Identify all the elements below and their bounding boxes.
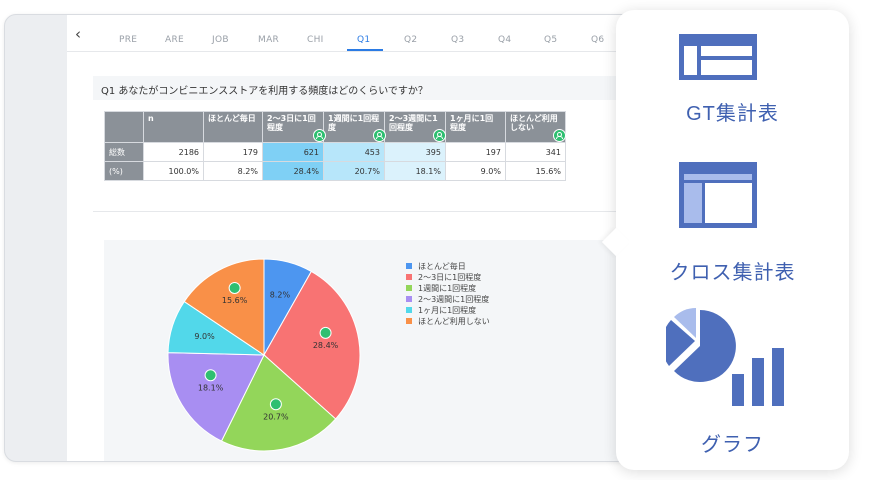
respondent-pin-icon[interactable] — [313, 129, 326, 142]
tab-mar[interactable]: MAR — [258, 35, 280, 45]
app-window: ‹ PRE ARE JOB MAR CHI Q1 Q2 Q3 Q4 Q5 Q6 … — [4, 14, 634, 462]
question-tab-bar: ‹ PRE ARE JOB MAR CHI Q1 Q2 Q3 Q4 Q5 Q6 — [67, 15, 633, 52]
tab-job[interactable]: JOB — [212, 35, 229, 45]
tab-q1[interactable]: Q1 — [357, 35, 371, 45]
tab-pre[interactable]: PRE — [119, 35, 138, 45]
pie-data-label: 20.7% — [263, 412, 289, 421]
respondent-pin-icon[interactable] — [228, 281, 241, 294]
table-corner-cell — [104, 111, 144, 143]
gt-table: n ほとんど毎日 2～3日に1回程度 1週間に1回程度 2～3週間に1回程度 1… — [104, 111, 566, 181]
table-cell: 20.7% — [323, 161, 385, 181]
table-cell: 18.1% — [384, 161, 446, 181]
legend-swatch — [406, 296, 412, 302]
legend-label: ほとんど利用しない — [418, 317, 490, 326]
column-header: 1ヶ月に1回程度 — [445, 111, 506, 143]
respondent-pin-icon[interactable] — [553, 129, 566, 142]
table-cell: 2186 — [143, 142, 204, 162]
respondent-pin-icon[interactable] — [204, 369, 217, 382]
respondent-pin-icon[interactable] — [269, 398, 282, 411]
legend-label: 2～3週間に1回程度 — [418, 295, 490, 304]
gt-table-icon[interactable] — [679, 34, 757, 80]
pie-data-label: 15.6% — [222, 296, 248, 305]
chart-legend: ほとんど毎日 2～3日に1回程度 1週間に1回程度 2～3週間に1回程度 1ヶ月に1回程… — [406, 261, 490, 327]
table-cell: 395 — [384, 142, 446, 162]
pie-data-label: 8.2% — [270, 291, 291, 300]
legend-label: 1週間に1回程度 — [418, 284, 477, 293]
pie-data-label: 28.4% — [313, 341, 339, 350]
respondent-pin-icon[interactable] — [319, 326, 332, 339]
pie-chart-panel: 8.2% 28.4% 20.7% 18.1% 9.0% 15.6% ほとんど毎日 2～3日に… — [104, 240, 633, 461]
row-header: (%) — [104, 161, 144, 181]
table-cell: 621 — [262, 142, 324, 162]
tab-q6[interactable]: Q6 — [591, 35, 605, 45]
tab-q4[interactable]: Q4 — [498, 35, 512, 45]
graph-icon[interactable] — [666, 308, 798, 408]
table-cell: 9.0% — [445, 161, 506, 181]
legend-label: 1ヶ月に1回程度 — [418, 306, 477, 315]
column-header: ほとんど毎日 — [203, 111, 263, 143]
pie-slice — [183, 258, 265, 356]
tab-q2[interactable]: Q2 — [404, 35, 418, 45]
respondent-pin-icon[interactable] — [433, 129, 446, 142]
legend-item: ほとんど毎日 — [406, 261, 490, 272]
tab-are[interactable]: ARE — [165, 35, 184, 45]
legend-item: ほとんど利用しない — [406, 316, 490, 327]
column-header: 2～3日に1回程度 — [262, 111, 324, 143]
legend-label: ほとんど毎日 — [418, 262, 466, 271]
legend-item: 1ヶ月に1回程度 — [406, 305, 490, 316]
back-chevron-icon[interactable]: ‹ — [75, 25, 81, 43]
column-header: n — [143, 111, 204, 143]
legend-swatch — [406, 307, 412, 313]
table-cell: 453 — [323, 142, 385, 162]
pie-chart: 8.2% 28.4% 20.7% 18.1% 9.0% 15.6% — [167, 258, 361, 452]
tab-chi[interactable]: CHI — [307, 35, 324, 45]
output-menu-card: GT集計表 クロス集計表 グラフ — [601, 10, 849, 470]
table-cell: 100.0% — [143, 161, 204, 181]
table-row: 総数 2186 179 621 453 395 197 341 — [104, 142, 566, 162]
legend-swatch — [406, 263, 412, 269]
section-divider — [93, 211, 633, 212]
column-header: ほとんど利用しない — [505, 111, 566, 143]
legend-swatch — [406, 274, 412, 280]
question-text: Q1 あなたがコンビニエンスストアを利用する頻度はどのくらいですか？ — [101, 86, 428, 97]
tab-q3[interactable]: Q3 — [451, 35, 465, 45]
pie-slice — [167, 352, 265, 442]
table-cell: 28.4% — [262, 161, 324, 181]
legend-label: 2～3日に1回程度 — [418, 273, 482, 282]
respondent-pin-icon[interactable] — [373, 129, 386, 142]
cross-table-icon[interactable] — [679, 162, 757, 228]
report-sheet: ‹ PRE ARE JOB MAR CHI Q1 Q2 Q3 Q4 Q5 Q6 … — [67, 15, 633, 461]
active-tab-underline — [347, 49, 383, 51]
tab-q5[interactable]: Q5 — [544, 35, 558, 45]
column-header: 1週間に1回程度 — [323, 111, 385, 143]
question-bar: Q1 あなたがコンビニエンスストアを利用する頻度はどのくらいですか？ — [93, 76, 633, 100]
table-cell: 15.6% — [505, 161, 566, 181]
table-cell: 341 — [505, 142, 566, 162]
legend-item: 2～3日に1回程度 — [406, 272, 490, 283]
row-header: 総数 — [104, 142, 144, 162]
legend-swatch — [406, 285, 412, 291]
table-header-row: n ほとんど毎日 2～3日に1回程度 1週間に1回程度 2～3週間に1回程度 1… — [104, 111, 566, 143]
legend-swatch — [406, 318, 412, 324]
table-row: (%) 100.0% 8.2% 28.4% 20.7% 18.1% 9.0% 1… — [104, 161, 566, 181]
table-cell: 8.2% — [203, 161, 263, 181]
pie-slice — [263, 270, 361, 420]
gt-table-label[interactable]: GT集計表 — [686, 103, 779, 125]
table-cell: 179 — [203, 142, 263, 162]
table-cell: 197 — [445, 142, 506, 162]
pie-data-label: 18.1% — [198, 383, 224, 392]
pie-data-label: 9.0% — [194, 332, 215, 341]
graph-label[interactable]: グラフ — [701, 434, 764, 456]
cross-table-label[interactable]: クロス集計表 — [669, 262, 796, 284]
legend-item: 2～3週間に1回程度 — [406, 294, 490, 305]
legend-item: 1週間に1回程度 — [406, 283, 490, 294]
